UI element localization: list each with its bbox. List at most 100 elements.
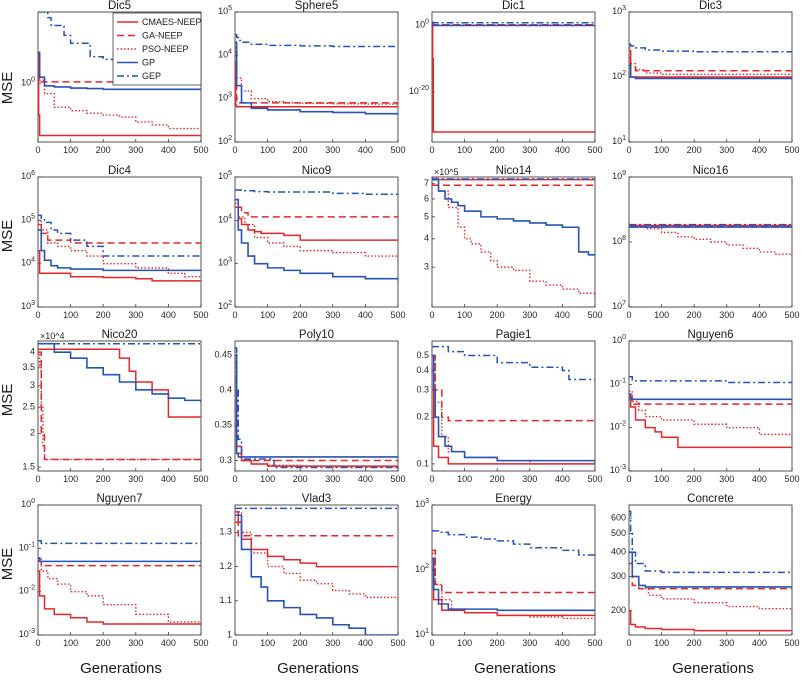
y-tick-label: 500	[611, 528, 626, 538]
x-tick-label: 400	[161, 310, 176, 320]
series-pso-neep-nguyen6	[629, 390, 792, 441]
x-tick-label: 200	[293, 145, 308, 155]
x-tick-label: 200	[687, 145, 702, 155]
series-gep-concrete	[629, 510, 792, 574]
x-tick-label: 300	[522, 310, 537, 320]
xlabel-col-1: Generations	[80, 660, 162, 677]
y-tick-label: 7	[424, 178, 429, 188]
x-tick-label: 200	[687, 474, 702, 484]
x-tick-label: 0	[429, 638, 434, 648]
x-tick-label: 0	[35, 474, 40, 484]
x-tick-label: 500	[784, 638, 799, 648]
y-tick-label: 0.5	[416, 350, 429, 360]
y-tick-label: 300	[611, 571, 626, 581]
panel-title-nico14: Nico14	[496, 165, 532, 177]
x-tick-label: 300	[522, 638, 537, 648]
y-tick-label: 3	[424, 261, 429, 271]
x-tick-label: 400	[752, 638, 767, 648]
x-tick-label: 500	[587, 310, 602, 320]
y-tick-label: 1.5	[22, 461, 35, 471]
x-tick-label: 0	[626, 638, 631, 648]
x-tick-label: 500	[784, 474, 799, 484]
series-group-dic1	[432, 21, 595, 133]
y-tick-label: 4	[30, 347, 35, 357]
series-cmaes-neep-nguyen6	[629, 396, 792, 449]
series-pso-neep-poly10	[235, 361, 398, 468]
plot-frame-concrete	[628, 504, 793, 636]
plot-frame-sphere5	[234, 11, 399, 143]
x-tick-label: 200	[96, 638, 111, 648]
y-tick-label: 104	[218, 213, 232, 225]
panel-title-sphere5: Sphere5	[295, 0, 338, 12]
series-cmaes-neep-nguyen7	[38, 570, 201, 625]
y-tick-label: 101	[415, 628, 429, 640]
x-tick-label: 100	[63, 638, 78, 648]
y-tick-label: 10-2	[610, 421, 626, 433]
x-tick-label: 100	[654, 145, 669, 155]
y-tick-label: 10-20	[409, 85, 429, 97]
y-tick-label: 1.3	[219, 527, 232, 537]
y-tick-label: 100	[415, 18, 429, 30]
series-gp-pagie1	[432, 354, 595, 464]
x-tick-label: 200	[490, 474, 505, 484]
y-tick-label: 0.1	[416, 458, 429, 468]
x-tick-label: 100	[457, 145, 472, 155]
x-tick-label: 500	[587, 638, 602, 648]
x-tick-label: 500	[390, 310, 405, 320]
x-tick-label: 300	[719, 474, 734, 484]
plot-frame-energy	[431, 504, 596, 636]
series-ga-neep-energy	[432, 549, 595, 594]
x-tick-label: 100	[63, 145, 78, 155]
y-tick-label: 10-3	[610, 464, 626, 476]
series-gep-nico9	[235, 189, 398, 195]
x-tick-label: 500	[587, 474, 602, 484]
series-pso-neep-dic4	[38, 219, 201, 278]
series-cmaes-neep-nico9	[235, 206, 398, 241]
panel-dic4: Dic4 0 100 200 300 400 500 103 104 105 106	[21, 165, 208, 320]
y-tick-label: 400	[611, 547, 626, 557]
x-tick-label: 200	[687, 638, 702, 648]
y-tick-label: 105	[218, 170, 232, 182]
series-pso-neep-vlad3	[235, 511, 398, 601]
ylabel-row-2: MSE	[0, 220, 16, 253]
x-tick-label: 100	[654, 638, 669, 648]
y-tick-label: 103	[415, 498, 429, 510]
ylabel-row-4: MSE	[0, 548, 16, 581]
x-tick-label: 300	[325, 474, 340, 484]
y-tick-label: 103	[612, 5, 626, 17]
panel-title-concrete: Concrete	[687, 493, 734, 505]
series-group-concrete	[629, 510, 792, 632]
series-gp-vlad3	[235, 514, 398, 635]
y-tick-label: 10-1	[19, 541, 35, 553]
x-tick-label: 400	[358, 474, 373, 484]
plot-frame-nico14	[431, 176, 596, 308]
xlabel-col-3: Generations	[474, 660, 556, 677]
series-gp-dic4	[38, 229, 201, 272]
series-gp-dic5	[38, 51, 201, 91]
x-tick-label: 400	[752, 145, 767, 155]
y-tick-label: 0.4	[416, 365, 429, 375]
y-tick-label: 102	[218, 135, 232, 147]
x-tick-label: 400	[555, 310, 570, 320]
series-gep-energy	[432, 530, 595, 557]
x-tick-label: 100	[260, 310, 275, 320]
series-pso-neep-sphere5	[235, 47, 398, 105]
y-tick-label: 0.3	[416, 384, 429, 394]
y-tick-label: 10-1	[610, 377, 626, 389]
panel-pagie1: Pagie1 0 100 200 300 400 500 0.1 0.2 0.3 0.4 0.5	[416, 329, 602, 484]
series-gp-nico9	[235, 198, 398, 281]
x-tick-label: 100	[457, 474, 472, 484]
y-tick-label: 100	[21, 498, 35, 510]
xlabel-col-4: Generations	[672, 660, 754, 677]
x-tick-label: 200	[96, 474, 111, 484]
series-gp-poly10	[235, 354, 398, 458]
y-tick-label: 3.5	[22, 362, 35, 372]
x-tick-label: 200	[490, 638, 505, 648]
xlabel-col-2: Generations	[277, 660, 359, 677]
panel-nguyen7: Nguyen7 0 100 200 300 400 500 10-3 10-2 10-1 100	[19, 493, 209, 648]
series-group-nico14	[432, 177, 595, 298]
y-tick-label: 10-2	[19, 585, 35, 597]
ylabel-row-1: MSE	[0, 72, 16, 105]
